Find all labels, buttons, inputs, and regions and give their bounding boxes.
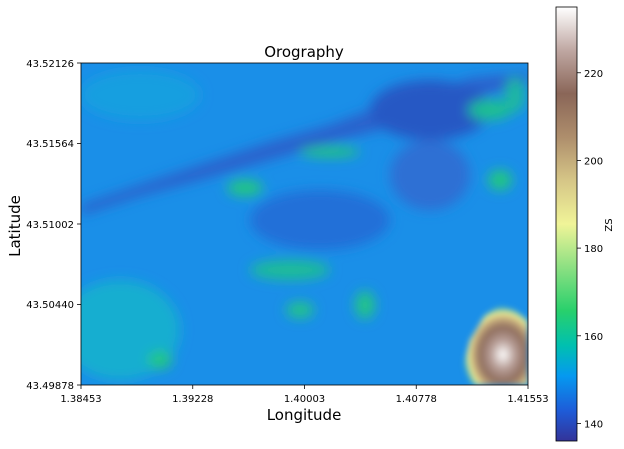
ridge-9 (286, 302, 314, 318)
y-tick-label-3: 43.51564 (26, 139, 74, 150)
x-tick-label-1: 1.39228 (172, 394, 213, 405)
zone-top-left (81, 70, 200, 120)
colorbar-tick-label-3: 200 (584, 156, 603, 167)
y-tick-label-0: 43.49878 (26, 381, 74, 392)
ridge-5 (148, 351, 172, 369)
y-tick-label-2: 43.51002 (26, 220, 74, 231)
x-tick-label-4: 1.41553 (507, 394, 548, 405)
colorbar-tick-label-0: 140 (584, 419, 603, 430)
x-tick-label-2: 1.40003 (284, 394, 325, 405)
ridge-8 (505, 77, 525, 113)
colorbar-tick-label-4: 220 (584, 69, 603, 80)
y-tick-label-4: 43.52126 (26, 59, 74, 70)
ridge-6 (468, 100, 512, 120)
colorbar-ticks: 140 160 180 200 220 (577, 69, 603, 430)
x-axis-label: Longitude (267, 406, 342, 424)
colorbar: 140 160 180 200 220 ZS (555, 6, 615, 442)
ridge-1 (227, 180, 263, 196)
ridge-4 (355, 291, 375, 319)
x-tick-label-3: 1.40778 (396, 394, 437, 405)
valley-upper-right (370, 80, 490, 140)
colorbar-gradient (555, 6, 578, 442)
basin-center (250, 190, 390, 250)
x-tick-label-0: 1.38453 (60, 394, 101, 405)
hill-outline (462, 305, 528, 385)
heatmap (81, 63, 528, 385)
chart-title: Orography (264, 43, 344, 61)
ridge-2 (300, 147, 360, 157)
ridge-3 (250, 260, 330, 280)
colorbar-tick-label-1: 160 (584, 332, 603, 343)
y-axis-label: Latitude (6, 195, 24, 257)
colorbar-tick-label-2: 180 (584, 244, 603, 255)
y-tick-label-1: 43.50440 (26, 300, 74, 311)
ridge-7 (488, 170, 512, 190)
colorbar-label: ZS (604, 218, 615, 231)
valley-mid (390, 140, 470, 210)
y-axis: 43.49878 43.50440 43.51002 43.51564 43.5… (6, 59, 81, 392)
x-axis: 1.38453 1.39228 1.40003 1.40778 1.41553 … (60, 385, 549, 424)
